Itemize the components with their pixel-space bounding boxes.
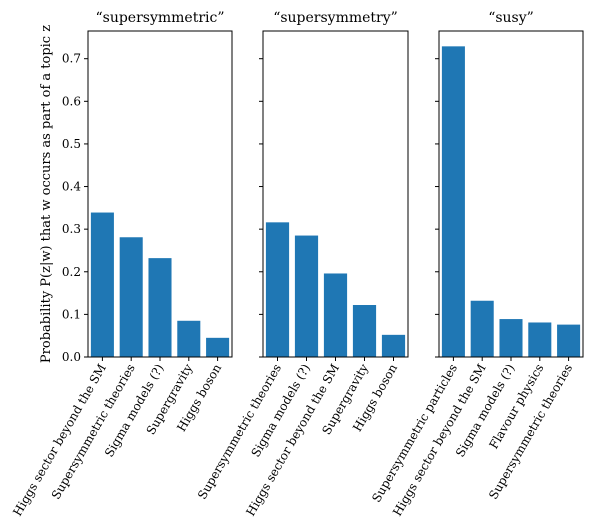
bar	[528, 322, 552, 357]
y-tick-label: 0.7	[62, 52, 81, 66]
bar	[206, 337, 230, 357]
chart-title: “susy”	[488, 10, 534, 26]
y-tick-label: 0.2	[62, 265, 81, 279]
y-tick-label: 0.0	[62, 350, 81, 364]
y-tick-label: 0.5	[62, 137, 81, 151]
bar	[90, 212, 114, 357]
bar	[557, 324, 581, 357]
bar	[381, 334, 406, 357]
y-tick-label: 0.1	[62, 307, 81, 321]
bar	[352, 305, 377, 357]
bar	[294, 235, 319, 357]
bar	[470, 300, 494, 357]
bar	[148, 258, 172, 357]
bar	[119, 237, 143, 357]
bar	[177, 320, 201, 357]
bar	[323, 273, 348, 357]
bar	[499, 319, 523, 357]
y-tick-label: 0.3	[62, 222, 81, 236]
y-tick-label: 0.4	[62, 180, 81, 194]
bar	[265, 222, 290, 357]
chart-title: “supersymmetry”	[273, 10, 398, 26]
y-tick-label: 0.6	[62, 94, 81, 108]
y-axis-label: Probability P(z|w) that w occurs as part…	[39, 25, 54, 363]
bar	[441, 46, 465, 357]
chart-title: “supersymmetric”	[95, 10, 224, 26]
